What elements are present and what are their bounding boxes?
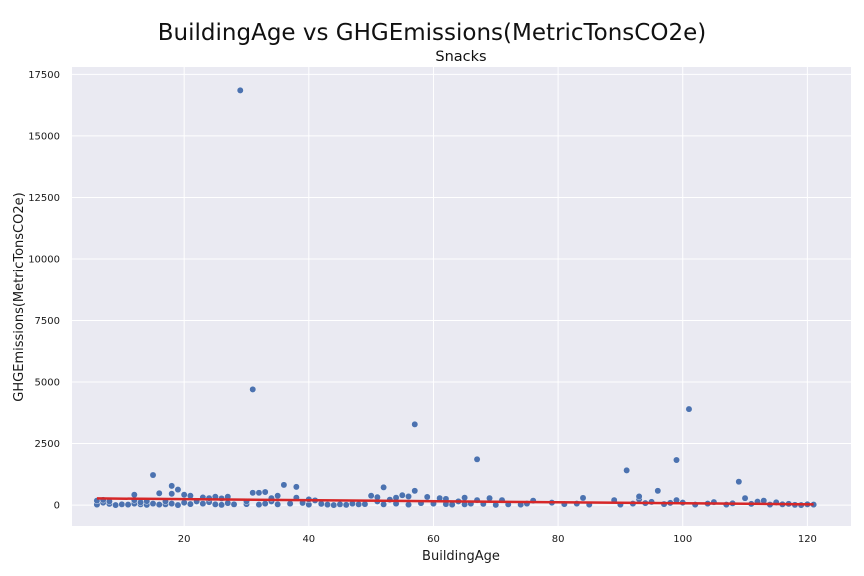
x-axis-label: BuildingAge [422,549,500,564]
y-tick-labels: 0 2500 5000 7500 10000 12500 15000 17500 [28,70,60,512]
data-point [635,493,643,500]
data-point [405,501,412,508]
y-tick-label: 5000 [35,378,60,389]
x-tick-label: 80 [552,534,565,545]
y-tick-label: 10000 [28,254,60,265]
data-point [685,405,693,413]
data-point [137,498,144,506]
data-point [274,500,282,508]
data-point [741,494,749,502]
data-point [398,491,406,499]
data-point [461,494,469,502]
y-axis-label: GHGEmissions(MetricTonsCO2e) [12,192,27,401]
data-point [355,500,363,508]
data-point [230,500,238,508]
data-point [112,501,120,509]
data-point [735,478,743,486]
data-point [280,481,288,489]
data-point [149,471,157,479]
data-point [473,455,481,463]
data-point [654,487,662,495]
data-point [168,490,176,498]
data-point [623,466,631,474]
data-point [168,500,176,508]
data-point [673,456,680,464]
y-tick-label: 12500 [28,193,60,204]
x-tick-label: 40 [302,534,315,545]
data-point [130,491,138,499]
x-tick-label: 20 [178,534,191,545]
data-point [317,500,325,508]
chart-title: BuildingAge vs GHGEmissions(MetricTonsCO… [158,20,706,46]
data-point [255,501,263,508]
data-point [380,500,387,508]
data-point [218,501,225,509]
data-point [180,491,188,499]
chart-subtitle: Snacks [435,49,486,65]
data-point [149,500,157,508]
data-point [336,500,344,508]
data-point [411,420,419,428]
data-point [155,501,163,508]
trend-line [96,497,814,506]
plot-area [72,67,851,526]
x-tick-label: 120 [798,534,817,545]
y-tick-label: 15000 [28,131,60,142]
data-point [199,500,207,508]
data-point [261,500,269,508]
data-point [168,482,176,490]
data-point [373,493,381,501]
y-tick-label: 0 [54,501,60,512]
data-point [286,500,294,508]
grid-lines [72,67,851,526]
data-point [249,489,257,497]
data-point [255,489,263,497]
data-point [174,501,182,509]
data-point [367,492,375,500]
data-point [211,500,219,508]
trend-line-group [96,497,814,506]
x-tick-labels: 20 40 60 80 100 120 [178,534,817,545]
data-point [405,493,412,500]
data-point [155,489,163,497]
data-point [124,501,132,508]
data-point [292,483,300,491]
data-point [249,386,257,393]
y-tick-label: 2500 [35,439,60,450]
y-tick-label: 17500 [28,70,60,81]
data-point [261,488,269,496]
data-point [236,86,244,94]
data-point [423,493,431,501]
data-point [274,492,282,500]
data-point [411,487,419,495]
data-point [342,501,350,509]
data-point [330,501,338,509]
data-point [174,486,182,493]
data-point [118,500,126,508]
x-tick-label: 100 [673,534,692,545]
x-tick-label: 60 [427,534,440,545]
data-point [224,499,232,507]
y-tick-label: 7500 [35,316,60,327]
data-point [187,500,194,508]
data-point [380,483,387,491]
data-point [579,494,587,502]
data-point [324,501,331,508]
